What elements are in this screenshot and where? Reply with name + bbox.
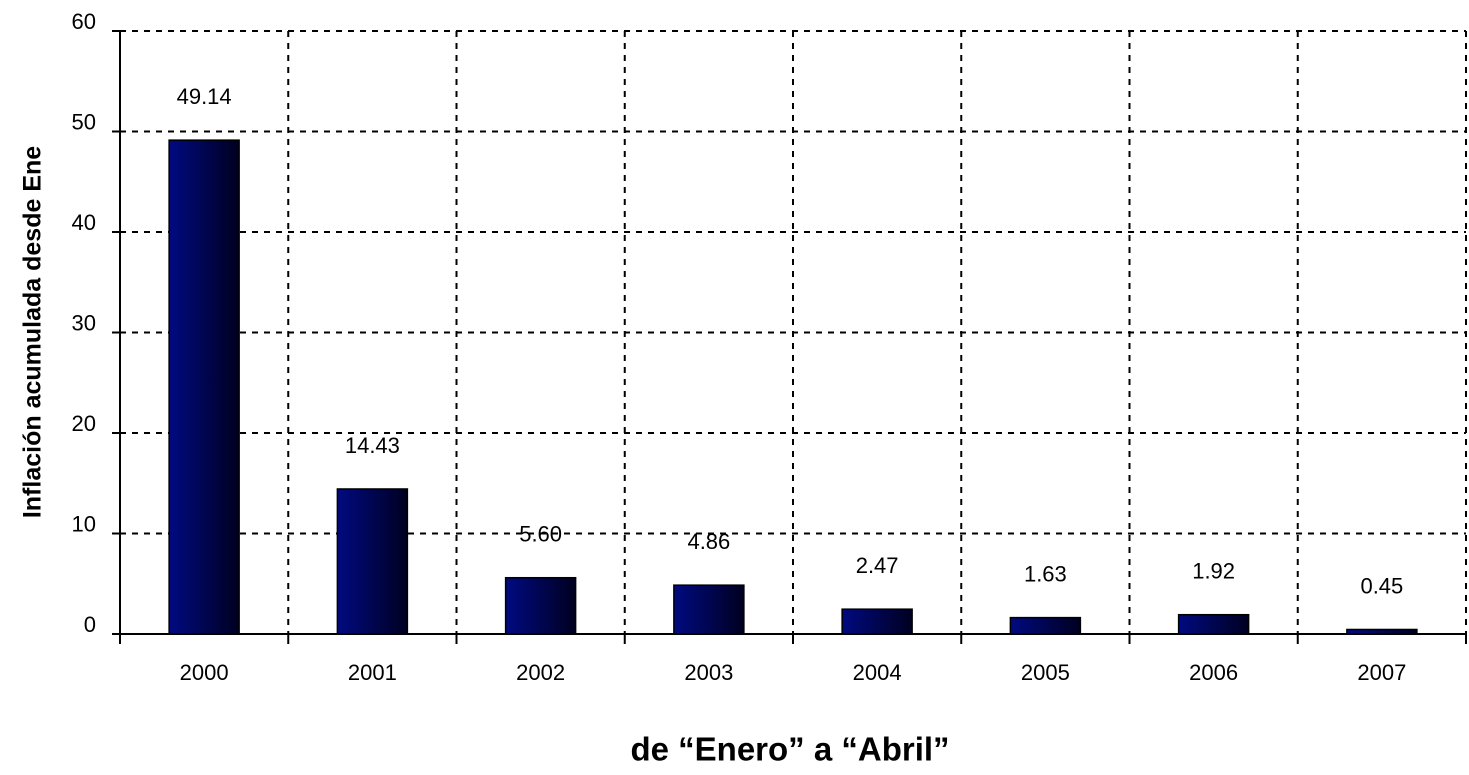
data-label: 2.47 (856, 553, 899, 578)
bar (504, 576, 577, 635)
y-tick-label: 60 (72, 9, 96, 34)
y-axis-title: Inflación acumulada desde Ene (19, 146, 47, 518)
x-axis-title: de “Enero” a “Abril” (630, 731, 949, 768)
y-tick-label: 20 (72, 411, 96, 436)
data-label: 5.60 (519, 522, 562, 547)
data-label: 1.63 (1024, 561, 1067, 586)
x-tick-label: 2001 (348, 660, 397, 685)
x-tick-label: 2007 (1357, 660, 1406, 685)
data-label: 0.45 (1360, 573, 1403, 598)
data-label: 49.14 (177, 84, 232, 109)
bar (1009, 616, 1082, 635)
y-tick-label: 40 (72, 210, 96, 235)
y-tick-label: 0 (84, 612, 96, 637)
bar (673, 584, 745, 635)
x-tick-label: 2000 (180, 660, 229, 685)
y-tick-label: 10 (72, 511, 96, 536)
data-label: 4.86 (687, 529, 730, 554)
bar (841, 608, 913, 635)
x-tick-label: 2002 (516, 660, 565, 685)
bar (1346, 628, 1418, 635)
x-tick-label: 2003 (684, 660, 733, 685)
bar (1177, 613, 1250, 635)
bar (336, 488, 409, 635)
bar (168, 139, 240, 635)
x-tick-label: 2006 (1189, 660, 1238, 685)
y-tick-label: 30 (72, 310, 96, 335)
x-tick-label: 2005 (1021, 660, 1070, 685)
x-tick-label: 2004 (853, 660, 902, 685)
data-label: 14.43 (345, 433, 400, 458)
y-tick-label: 50 (72, 109, 96, 134)
data-label: 1.92 (1192, 559, 1235, 584)
